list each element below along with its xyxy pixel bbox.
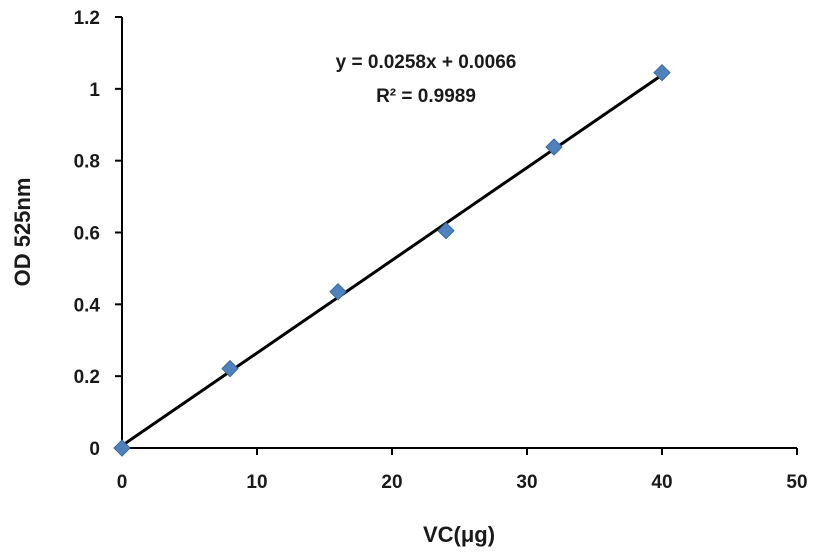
trendline-group bbox=[121, 73, 663, 447]
x-tick-label: 50 bbox=[786, 472, 807, 493]
y-tick-label: 0.8 bbox=[74, 152, 100, 173]
data-point bbox=[437, 221, 455, 240]
y-tick-label: 0.4 bbox=[74, 295, 101, 316]
y-tick-label: 1.2 bbox=[74, 8, 100, 29]
x-axis-title: VC(μg) bbox=[423, 522, 495, 547]
data-point bbox=[329, 283, 347, 301]
trendline-equation: y = 0.0258x + 0.0066 bbox=[336, 52, 517, 73]
x-tick-label: 0 bbox=[117, 472, 128, 493]
trendline bbox=[121, 73, 663, 447]
r-squared-annotation: R² = 0.9989 bbox=[376, 86, 476, 107]
data-point bbox=[545, 138, 563, 156]
data-point bbox=[221, 359, 239, 378]
y-tick-label: 0 bbox=[89, 439, 100, 460]
y-tick-label: 1 bbox=[89, 80, 100, 101]
data-point bbox=[653, 63, 671, 82]
data-points bbox=[113, 63, 671, 457]
tick-labels: 0 10 20 30 40 50 0 0.2 0.4 0.6 0.8 1 1.2 bbox=[74, 8, 808, 493]
x-tick-label: 20 bbox=[381, 472, 402, 493]
axes bbox=[121, 17, 797, 449]
y-tick-label: 0.2 bbox=[74, 367, 100, 388]
x-tick-label: 10 bbox=[246, 472, 267, 493]
y-axis-title: OD 525nm bbox=[10, 178, 35, 287]
y-tick-label: 0.6 bbox=[74, 224, 100, 245]
data-point bbox=[113, 439, 131, 457]
tick-marks bbox=[115, 16, 798, 455]
x-tick-label: 40 bbox=[651, 472, 672, 493]
x-tick-label: 30 bbox=[516, 472, 537, 493]
